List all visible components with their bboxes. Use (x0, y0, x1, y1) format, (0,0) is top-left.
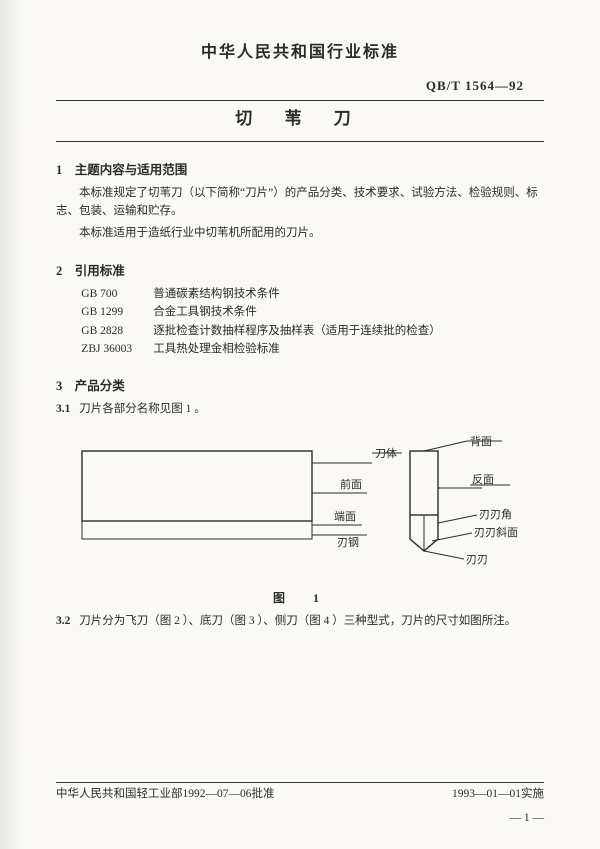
clause-number: 3.1 (56, 403, 70, 415)
clause-3-1: 3.1 刀片各部分名称见图 1 。 (56, 400, 544, 418)
clause-text: 刀片各部分名称见图 1 。 (79, 403, 206, 415)
label-edge-bevel: 刃刃斜面 (474, 526, 518, 539)
reference-code: GB 2828 (81, 322, 153, 340)
reference-code: ZBJ 36003 (81, 340, 153, 358)
reference-code: GB 1299 (81, 303, 153, 321)
reference-title: 工具热处理金相检验标准 (153, 340, 280, 358)
reference-title: 合金工具钢技术条件 (153, 303, 257, 321)
label-edge: 刃刃 (466, 554, 488, 566)
clause-3-2: 3.2 刀片分为飞刀（图 2 ）、底刀（图 3 ）、侧刀（图 4 ）三种型式，刀… (56, 612, 544, 630)
reference-title: 逐批检查计数抽样程序及抽样表（适用于连续批的检查） (153, 322, 441, 340)
reference-row: GB 1299 合金工具钢技术条件 (81, 303, 544, 321)
section-1-para-2: 本标准适用于造纸行业中切苇机所配用的刀片。 (56, 224, 544, 242)
label-edge-angle: 刃刃角 (479, 508, 512, 521)
label-steel: 刃钢 (337, 536, 359, 549)
clause-text: 刀片分为飞刀（图 2 ）、底刀（图 3 ）、侧刀（图 4 ）三种型式，刀片的尺寸… (79, 615, 516, 627)
section-1-heading: 1 主题内容与适用范围 (56, 160, 544, 180)
reference-list: GB 700 普通碳素结构钢技术条件 GB 1299 合金工具钢技术条件 GB … (81, 285, 544, 359)
reference-row: GB 700 普通碳素结构钢技术条件 (81, 285, 544, 303)
figure-1: 刀体 前面 端面 刃钢 (72, 433, 544, 583)
section-1-para-1: 本标准规定了切苇刀（以下简称“刀片”）的产品分类、技术要求、试验方法、检验规则、… (56, 184, 544, 221)
figure-1-svg: 刀体 前面 端面 刃钢 (72, 433, 542, 583)
footer-approve: 中华人民共和国轻工业部1992—07—06批准 (56, 785, 275, 803)
reference-row: GB 2828 逐批检查计数抽样程序及抽样表（适用于连续批的检查） (81, 322, 544, 340)
label-front: 前面 (340, 477, 362, 491)
document-title: 切 苇 刀 (56, 100, 544, 141)
document-page: 中华人民共和国行业标准 QB/T 1564—92 切 苇 刀 1 主题内容与适用… (0, 0, 600, 849)
section-1: 1 主题内容与适用范围 本标准规定了切苇刀（以下简称“刀片”）的产品分类、技术要… (56, 160, 544, 243)
reference-row: ZBJ 36003 工具热处理金相检验标准 (81, 340, 544, 358)
footer-row: 中华人民共和国轻工业部1992—07—06批准 1993—01—01实施 (56, 785, 544, 803)
figure-1-caption: 图 1 (56, 589, 544, 608)
footer-effective: 1993—01—01实施 (452, 785, 544, 803)
org-title: 中华人民共和国行业标准 (56, 40, 544, 66)
standard-number: QB/T 1564—92 (56, 76, 544, 97)
label-reverse: 反面 (472, 473, 494, 486)
clause-number: 3.2 (56, 615, 70, 627)
section-3-heading: 3 产品分类 (56, 376, 544, 396)
footer-rule (56, 782, 544, 783)
page-number: — 1 — (510, 809, 545, 827)
section-3: 3 产品分类 3.1 刀片各部分名称见图 1 。 刀体 前面 端面 (56, 376, 544, 630)
section-2: 2 引用标准 GB 700 普通碳素结构钢技术条件 GB 1299 合金工具钢技… (56, 261, 544, 359)
reference-code: GB 700 (81, 285, 153, 303)
reference-title: 普通碳素结构钢技术条件 (153, 285, 280, 303)
scan-shadow (0, 0, 22, 849)
section-2-heading: 2 引用标准 (56, 261, 544, 281)
label-end: 端面 (334, 510, 356, 523)
